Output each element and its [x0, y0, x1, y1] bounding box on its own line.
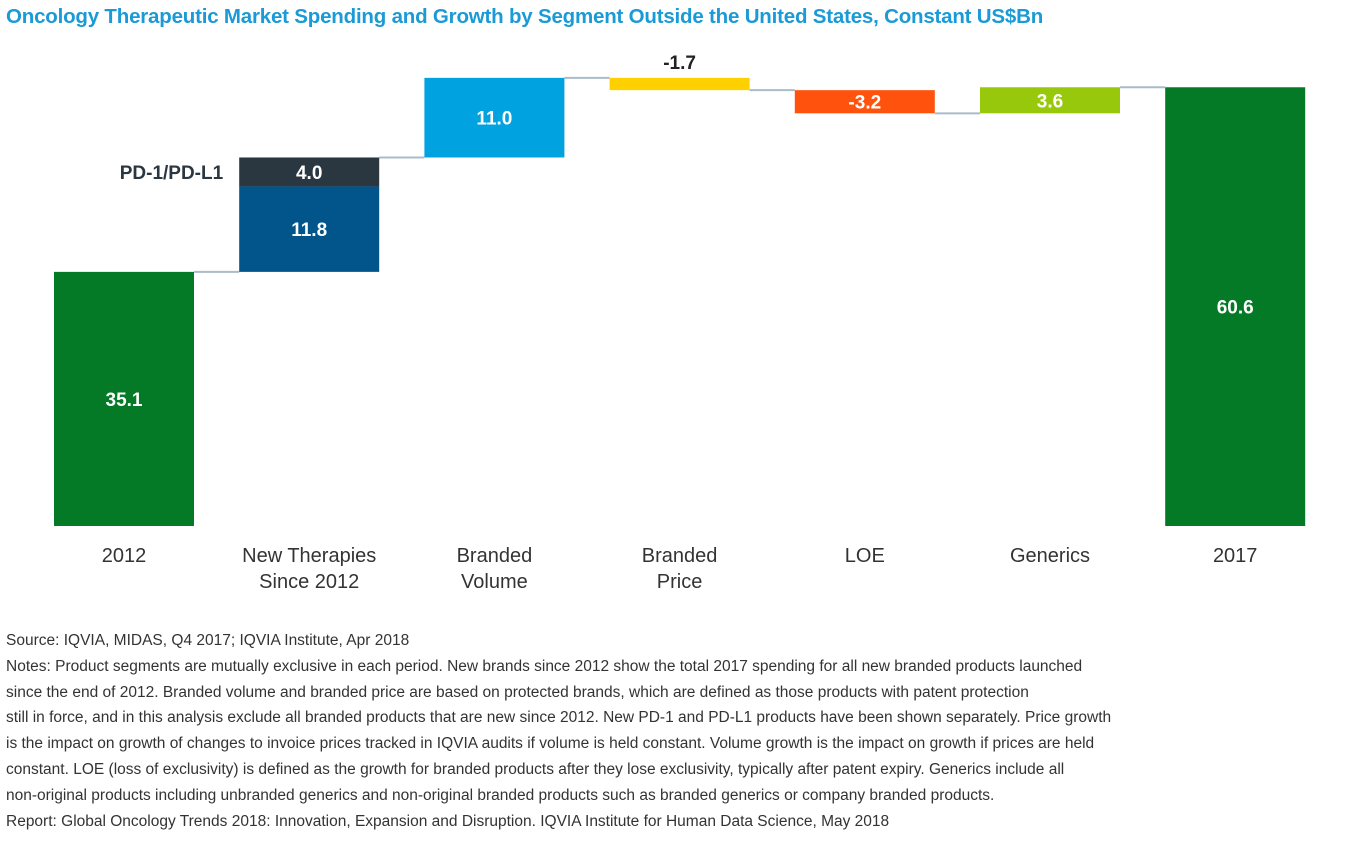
bar-value-label: -1.7	[663, 53, 696, 74]
category-label: LOE	[845, 545, 885, 567]
category-label: 2017	[1213, 545, 1258, 567]
waterfall-chart: 35.1 11.8 4.0 PD-1/PD-L1 11.0 -1.7 -3.2 3.6 60.6…	[54, 53, 1306, 593]
category-label: Branded	[642, 545, 718, 567]
bar-2012-0	[54, 271, 194, 526]
bar-generics-6	[980, 87, 1120, 114]
notes-line-4: is the impact on growth of changes to in…	[6, 735, 1095, 753]
bar-value-label: 4.0	[296, 163, 322, 184]
bar-value-label: 35.1	[106, 390, 143, 411]
notes-line-6: non-original products including unbrande…	[6, 786, 995, 804]
chart-title: Oncology Therapeutic Market Spending and…	[6, 5, 1044, 28]
source-note: Source: IQVIA, MIDAS, Q4 2017; IQVIA Ins…	[6, 632, 410, 649]
bar-2017-7	[1165, 87, 1306, 527]
bar-value-label: 11.8	[291, 220, 327, 241]
bar-branded-volume-3	[424, 77, 565, 158]
bar-loe-5	[794, 90, 935, 114]
category-label: Price	[657, 571, 703, 593]
notes-line-1: Notes: Product segments are mutually exc…	[6, 657, 1083, 675]
bar-branded-price-4	[609, 77, 750, 91]
category-label: Volume	[461, 571, 528, 593]
bar-value-label: -3.2	[848, 93, 881, 114]
notes-line-5: constant. LOE (loss of exclusivity) is d…	[6, 760, 1065, 778]
report-note: Report: Global Oncology Trends 2018: Inn…	[6, 812, 890, 830]
bar-value-label: 60.6	[1217, 298, 1254, 319]
chart-footer: Source: IQVIA, MIDAS, Q4 2017; IQVIA Ins…	[6, 628, 1346, 834]
category-label: New Therapies	[242, 545, 376, 567]
category-label: Branded	[457, 545, 533, 567]
bar-new-therapies-since-2012-1	[239, 186, 380, 272]
category-label: Generics	[1010, 545, 1090, 567]
category-label: 2012	[102, 545, 147, 567]
pd1-pdl1-label: PD-1/PD-L1	[120, 163, 224, 184]
category-label: Since 2012	[259, 571, 359, 593]
bar-value-label: 3.6	[1037, 91, 1063, 112]
notes-line-3: still in force, and in this analysis exc…	[6, 709, 1112, 727]
notes-line-2: since the end of 2012. Branded volume an…	[6, 683, 1029, 701]
bar-new-therapies-since-2012-2	[239, 157, 380, 187]
bar-value-label: 11.0	[476, 109, 512, 130]
